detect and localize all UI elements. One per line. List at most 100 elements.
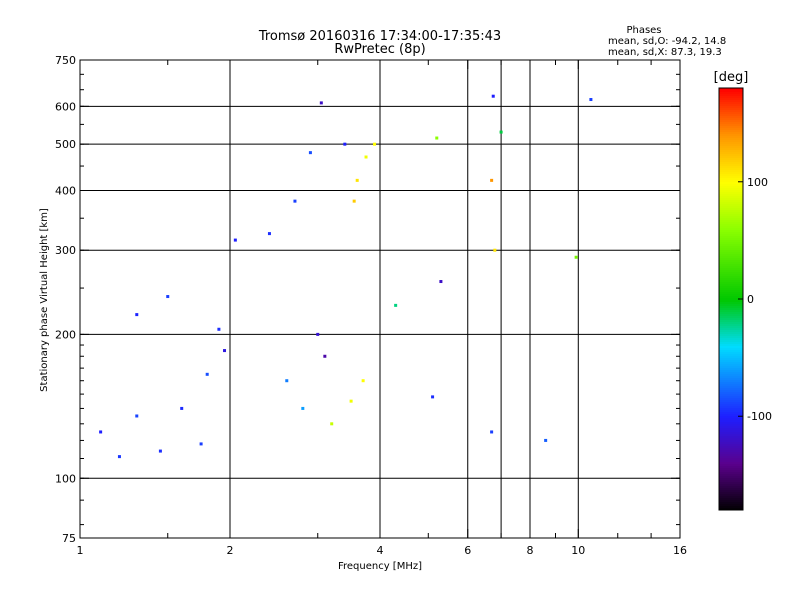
data-point <box>99 430 103 434</box>
colorbar-strip <box>719 338 743 341</box>
colorbar-strip <box>719 186 743 189</box>
colorbar-strip <box>719 266 743 269</box>
colorbar-strip <box>719 276 743 279</box>
colorbar-strip <box>719 442 743 445</box>
colorbar-strip <box>719 256 743 259</box>
colorbar-strip <box>719 350 743 353</box>
data-point <box>352 199 356 203</box>
data-point <box>319 101 323 105</box>
colorbar-strip <box>719 334 743 337</box>
colorbar-strip <box>719 288 743 291</box>
colorbar-strip <box>719 244 743 247</box>
colorbar-strip <box>719 328 743 331</box>
colorbar-strip <box>719 178 743 181</box>
colorbar-strip <box>719 398 743 401</box>
data-point <box>323 354 327 358</box>
colorbar-strip <box>719 120 743 123</box>
y-tick-label: 200 <box>55 328 76 341</box>
colorbar-strip <box>719 352 743 355</box>
colorbar-strip <box>719 446 743 449</box>
colorbar-strip <box>719 444 743 447</box>
x-axis-label: Frequency [MHz] <box>338 561 422 572</box>
colorbar-strip <box>719 408 743 411</box>
data-point <box>589 98 593 102</box>
colorbar-strip <box>719 422 743 425</box>
x-tick-label: 16 <box>673 544 687 557</box>
colorbar-strip <box>719 376 743 379</box>
colorbar-tick-label: 100 <box>747 176 768 189</box>
colorbar-strip <box>719 168 743 171</box>
data-point <box>293 199 297 203</box>
legend-line-o: mean, sd,O: -94.2, 14.8 <box>608 36 726 47</box>
colorbar-strip <box>719 434 743 437</box>
colorbar-strip <box>719 372 743 375</box>
colorbar-strip <box>719 322 743 325</box>
data-point <box>349 399 353 403</box>
colorbar-strip <box>719 176 743 179</box>
data-point <box>233 238 237 242</box>
data-point <box>205 372 209 376</box>
colorbar-strip <box>719 184 743 187</box>
plot-frame <box>79 59 681 539</box>
data-point <box>490 178 494 182</box>
colorbar-strip <box>719 294 743 297</box>
x-tick-label: 6 <box>464 544 471 557</box>
colorbar-strip <box>719 198 743 201</box>
colorbar-strip <box>719 114 743 117</box>
plot-area: 1 2 4 6 8 10 16 75 100 200 300 400 500 600 750 <box>55 54 687 557</box>
colorbar-label: [deg] <box>714 70 749 85</box>
data-point <box>135 414 139 418</box>
colorbar-strip <box>719 438 743 441</box>
colorbar-strip <box>719 400 743 403</box>
colorbar-strip <box>719 236 743 239</box>
colorbar-strip <box>719 242 743 245</box>
y-tick-label: 100 <box>55 472 76 485</box>
colorbar-strip <box>719 194 743 197</box>
colorbar-strip <box>719 478 743 481</box>
colorbar-strip <box>719 506 743 509</box>
data-point <box>364 155 368 159</box>
data-point <box>158 449 162 453</box>
colorbar-strip <box>719 142 743 145</box>
colorbar-strip <box>719 312 743 315</box>
colorbar-strip <box>719 340 743 343</box>
colorbar-strip <box>719 282 743 285</box>
colorbar-strip <box>719 496 743 499</box>
x-tick-label: 2 <box>227 544 234 557</box>
colorbar-strip <box>719 278 743 281</box>
colorbar-strip <box>719 324 743 327</box>
data-point <box>439 280 443 284</box>
colorbar-strip <box>719 258 743 261</box>
data-point <box>361 379 365 383</box>
data-point <box>394 303 398 307</box>
colorbar-strip <box>719 272 743 275</box>
colorbar-strip <box>719 450 743 453</box>
colorbar-strip <box>719 206 743 209</box>
colorbar-strip <box>719 246 743 249</box>
colorbar-strip <box>719 488 743 491</box>
colorbar-strip <box>719 482 743 485</box>
colorbar-strip <box>719 418 743 421</box>
y-axis-label: Stationary phase Virtual Height [km] <box>39 208 50 392</box>
data-point <box>117 455 121 459</box>
colorbar-strip <box>719 224 743 227</box>
colorbar-strip <box>719 394 743 397</box>
colorbar-strip <box>719 424 743 427</box>
y-tick-label: 75 <box>62 532 76 545</box>
colorbar-strip <box>719 230 743 233</box>
x-tick-label: 4 <box>377 544 384 557</box>
colorbar-strip <box>719 100 743 103</box>
colorbar-strip <box>719 466 743 469</box>
colorbar-strip <box>719 286 743 289</box>
data-point <box>180 406 184 410</box>
colorbar-strip <box>719 342 743 345</box>
colorbar-strip <box>719 492 743 495</box>
colorbar-strip <box>719 154 743 157</box>
colorbar-strip <box>719 472 743 475</box>
colorbar-strip <box>719 222 743 225</box>
colorbar-strip <box>719 476 743 479</box>
colorbar-strip <box>719 406 743 409</box>
x-tick-label: 8 <box>527 544 534 557</box>
colorbar-strip <box>719 320 743 323</box>
colorbar-strip <box>719 102 743 105</box>
